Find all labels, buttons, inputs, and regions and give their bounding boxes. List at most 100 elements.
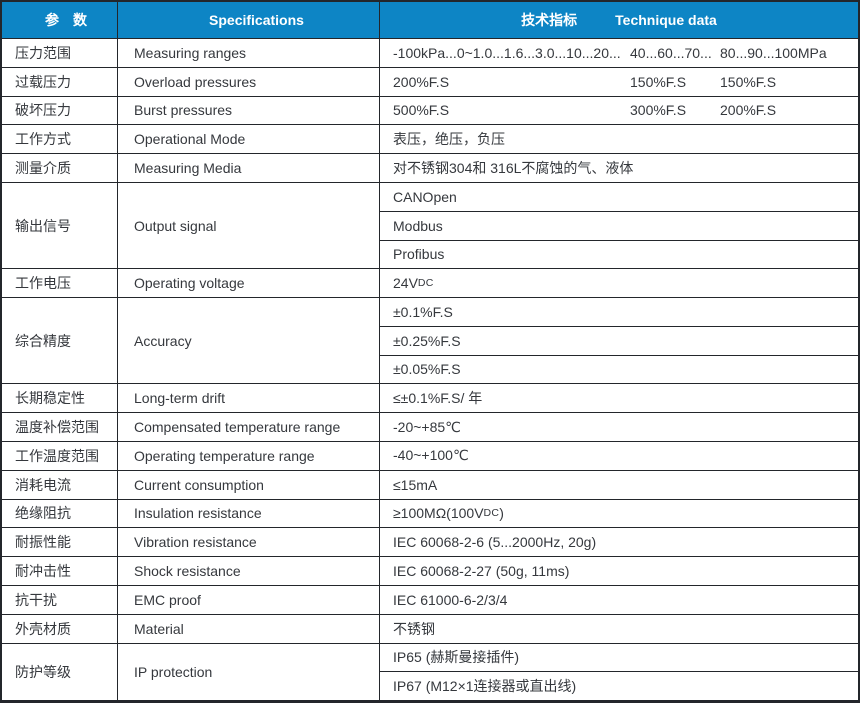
spec-label: Measuring ranges <box>118 39 380 67</box>
row-compensated-temp-range: 温度补偿范围 Compensated temperature range -20… <box>2 412 858 441</box>
burst-low: 500%F.S <box>393 102 450 119</box>
output-option-modbus: Modbus <box>380 210 858 240</box>
output-option-profibus: Profibus <box>380 239 858 269</box>
row-operating-temp-range: 工作温度范围 Operating temperature range -40~+… <box>2 440 858 470</box>
row-long-term-drift: 长期稳定性 Long-term drift ≤±0.1%F.S/ 年 <box>2 383 858 413</box>
spec-label: Burst pressures <box>118 96 380 125</box>
value-cell: 24V DC <box>380 269 858 297</box>
param-label: 输出信号 <box>2 182 118 269</box>
value-cell: ±0.1%F.S ±0.25%F.S ±0.05%F.S <box>380 298 858 383</box>
insulation-post: ) <box>499 505 504 522</box>
param-label: 综合精度 <box>2 298 118 384</box>
value-cell: 对不锈钢304和 316L不腐蚀的气、液体 <box>393 160 634 177</box>
spec-label: Output signal <box>118 182 380 269</box>
value-cell: -100kPa...0~1.0...1.6...3.0...10...20...… <box>380 39 858 67</box>
param-label: 工作温度范围 <box>2 441 118 470</box>
param-label: 温度补偿范围 <box>2 413 118 441</box>
row-ip-protection: 防护等级 IP protection IP65 (赫斯曼接插件) IP67 (M… <box>2 642 858 701</box>
row-measuring-ranges: 压力范围 Measuring ranges -100kPa...0~1.0...… <box>2 38 858 67</box>
row-output-signal: 输出信号 Output signal CANOpen Modbus Profib… <box>2 181 858 269</box>
value-cell: 不锈钢 <box>393 620 435 637</box>
value-cell: CANOpen Modbus Profibus <box>380 183 858 268</box>
spec-label: Shock resistance <box>118 557 380 585</box>
insulation-dc-suffix: DC <box>483 507 500 520</box>
param-label: 过载压力 <box>2 67 118 96</box>
value-cell: IP65 (赫斯曼接插件) IP67 (M12×1连接器或直出线) <box>380 644 858 701</box>
table-header-row: 参 数 Specifications 技术指标 Technique data <box>2 2 858 38</box>
param-label: 长期稳定性 <box>2 384 118 413</box>
header-tech-cn: 技术指标 <box>521 12 578 28</box>
header-technique-data: 技术指标 Technique data <box>380 2 858 38</box>
spec-label: IP protection <box>118 643 380 701</box>
spec-label: Insulation resistance <box>118 499 380 528</box>
accuracy-option-1: ±0.1%F.S <box>393 303 453 320</box>
spec-label: EMC proof <box>118 585 380 614</box>
voltage-value: 24V <box>393 275 418 292</box>
param-label: 防护等级 <box>2 643 118 701</box>
overload-high: 150%F.S <box>720 73 777 90</box>
param-label: 抗干扰 <box>2 585 118 614</box>
spec-label: Material <box>118 614 380 643</box>
value-cell: -40~+100℃ <box>393 447 469 464</box>
row-vibration-resistance: 耐振性能 Vibration resistance IEC 60068-2-6 … <box>2 527 858 557</box>
param-label: 绝缘阻抗 <box>2 499 118 528</box>
value-cell: IEC 60068-2-6 (5...2000Hz, 20g) <box>393 534 597 551</box>
row-current-consumption: 消耗电流 Current consumption ≤15mA <box>2 469 858 499</box>
spec-label: Compensated temperature range <box>118 413 380 441</box>
value-cell: IEC 61000-6-2/3/4 <box>393 591 508 608</box>
spec-label: Vibration resistance <box>118 528 380 557</box>
param-label: 测量介质 <box>2 154 118 182</box>
value-cell: ≥100MΩ(100V DC) <box>380 500 858 528</box>
value-cell: ≤±0.1%F.S/ 年 <box>393 390 483 407</box>
spec-label: Operating voltage <box>118 269 380 298</box>
value-cell: 500%F.S 300%F.S 200%F.S <box>380 97 858 125</box>
range-segment-mid: 40...60...70... <box>630 44 712 61</box>
output-option-canopen: CANOpen <box>393 188 457 205</box>
overload-low: 200%F.S <box>393 73 450 90</box>
spec-label: Accuracy <box>118 298 380 384</box>
value-cell: 200%F.S 150%F.S 150%F.S <box>380 68 858 96</box>
row-overload-pressures: 过载压力 Overload pressures 200%F.S 150%F.S … <box>2 66 858 96</box>
param-label: 工作方式 <box>2 125 118 154</box>
accuracy-option-3: ±0.05%F.S <box>380 354 858 384</box>
row-accuracy: 综合精度 Accuracy ±0.1%F.S ±0.25%F.S ±0.05%F… <box>2 297 858 384</box>
range-segment-high: 80...90...100MPa <box>720 44 827 61</box>
overload-mid: 150%F.S <box>630 73 687 90</box>
param-label: 外壳材质 <box>2 614 118 643</box>
value-cell: ≤15mA <box>393 476 438 493</box>
value-cell: IEC 60068-2-27 (50g, 11ms) <box>393 563 570 580</box>
row-shock-resistance: 耐冲击性 Shock resistance IEC 60068-2-27 (50… <box>2 556 858 585</box>
row-operational-mode: 工作方式 Operational Mode 表压，绝压，负压 <box>2 124 858 154</box>
spec-label: Measuring Media <box>118 154 380 182</box>
voltage-dc-suffix: DC <box>417 277 434 290</box>
accuracy-option-2: ±0.25%F.S <box>380 325 858 355</box>
ip-option-ip67: IP67 (M12×1连接器或直出线) <box>380 671 858 700</box>
spec-label: Overload pressures <box>118 67 380 96</box>
param-label: 耐冲击性 <box>2 557 118 585</box>
burst-mid: 300%F.S <box>630 102 687 119</box>
header-specifications: Specifications <box>118 2 380 38</box>
row-operating-voltage: 工作电压 Operating voltage 24V DC <box>2 268 858 298</box>
header-tech-en: Technique data <box>615 12 717 28</box>
param-label: 消耗电流 <box>2 470 118 499</box>
param-label: 工作电压 <box>2 269 118 298</box>
param-label: 压力范围 <box>2 39 118 67</box>
burst-high: 200%F.S <box>720 102 777 119</box>
row-measuring-media: 测量介质 Measuring Media 对不锈钢304和 316L不腐蚀的气、… <box>2 153 858 182</box>
spec-label: Operational Mode <box>118 125 380 154</box>
param-label: 耐振性能 <box>2 528 118 557</box>
ip-option-ip65: IP65 (赫斯曼接插件) <box>393 649 520 666</box>
row-material: 外壳材质 Material 不锈钢 <box>2 613 858 643</box>
insulation-value: ≥100MΩ(100V <box>393 505 484 522</box>
row-insulation-resistance: 绝缘阻抗 Insulation resistance ≥100MΩ(100V DC… <box>2 498 858 528</box>
row-emc-proof: 抗干扰 EMC proof IEC 61000-6-2/3/4 <box>2 584 858 614</box>
range-segment-low: -100kPa...0~1.0...1.6...3.0...10...20... <box>393 44 621 61</box>
header-param: 参 数 <box>2 2 118 38</box>
spec-label: Long-term drift <box>118 384 380 413</box>
value-cell: -20~+85℃ <box>393 418 461 435</box>
row-burst-pressures: 破坏压力 Burst pressures 500%F.S 300%F.S 200… <box>2 95 858 125</box>
value-cell: 表压，绝压，负压 <box>393 131 505 148</box>
spec-label: Operating temperature range <box>118 441 380 470</box>
param-label: 破坏压力 <box>2 96 118 125</box>
